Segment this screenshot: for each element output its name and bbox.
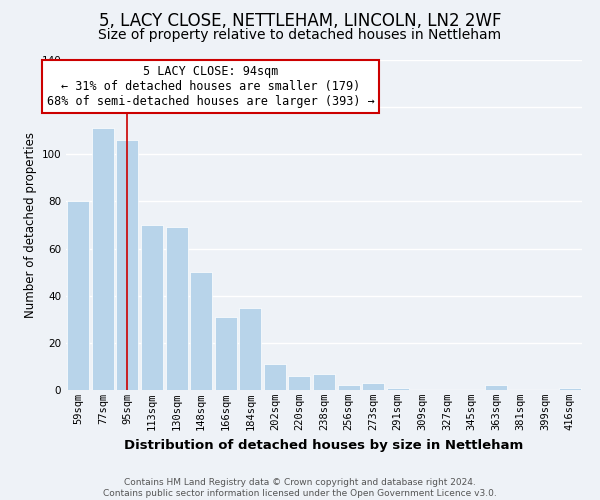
X-axis label: Distribution of detached houses by size in Nettleham: Distribution of detached houses by size …	[124, 438, 524, 452]
Bar	[264, 364, 286, 390]
Bar	[239, 308, 262, 390]
Bar	[362, 383, 384, 390]
Bar	[92, 128, 114, 390]
Bar	[485, 386, 507, 390]
Text: 5, LACY CLOSE, NETTLEHAM, LINCOLN, LN2 2WF: 5, LACY CLOSE, NETTLEHAM, LINCOLN, LN2 2…	[99, 12, 501, 30]
Bar	[116, 140, 139, 390]
Bar	[166, 228, 188, 390]
Bar	[313, 374, 335, 390]
Bar	[67, 202, 89, 390]
Text: 5 LACY CLOSE: 94sqm
← 31% of detached houses are smaller (179)
68% of semi-detac: 5 LACY CLOSE: 94sqm ← 31% of detached ho…	[47, 65, 374, 108]
Bar	[559, 388, 581, 390]
Bar	[141, 225, 163, 390]
Bar	[338, 386, 359, 390]
Y-axis label: Number of detached properties: Number of detached properties	[24, 132, 37, 318]
Bar	[190, 272, 212, 390]
Text: Size of property relative to detached houses in Nettleham: Size of property relative to detached ho…	[98, 28, 502, 42]
Bar	[215, 317, 237, 390]
Bar	[386, 388, 409, 390]
Bar	[289, 376, 310, 390]
Text: Contains HM Land Registry data © Crown copyright and database right 2024.
Contai: Contains HM Land Registry data © Crown c…	[103, 478, 497, 498]
